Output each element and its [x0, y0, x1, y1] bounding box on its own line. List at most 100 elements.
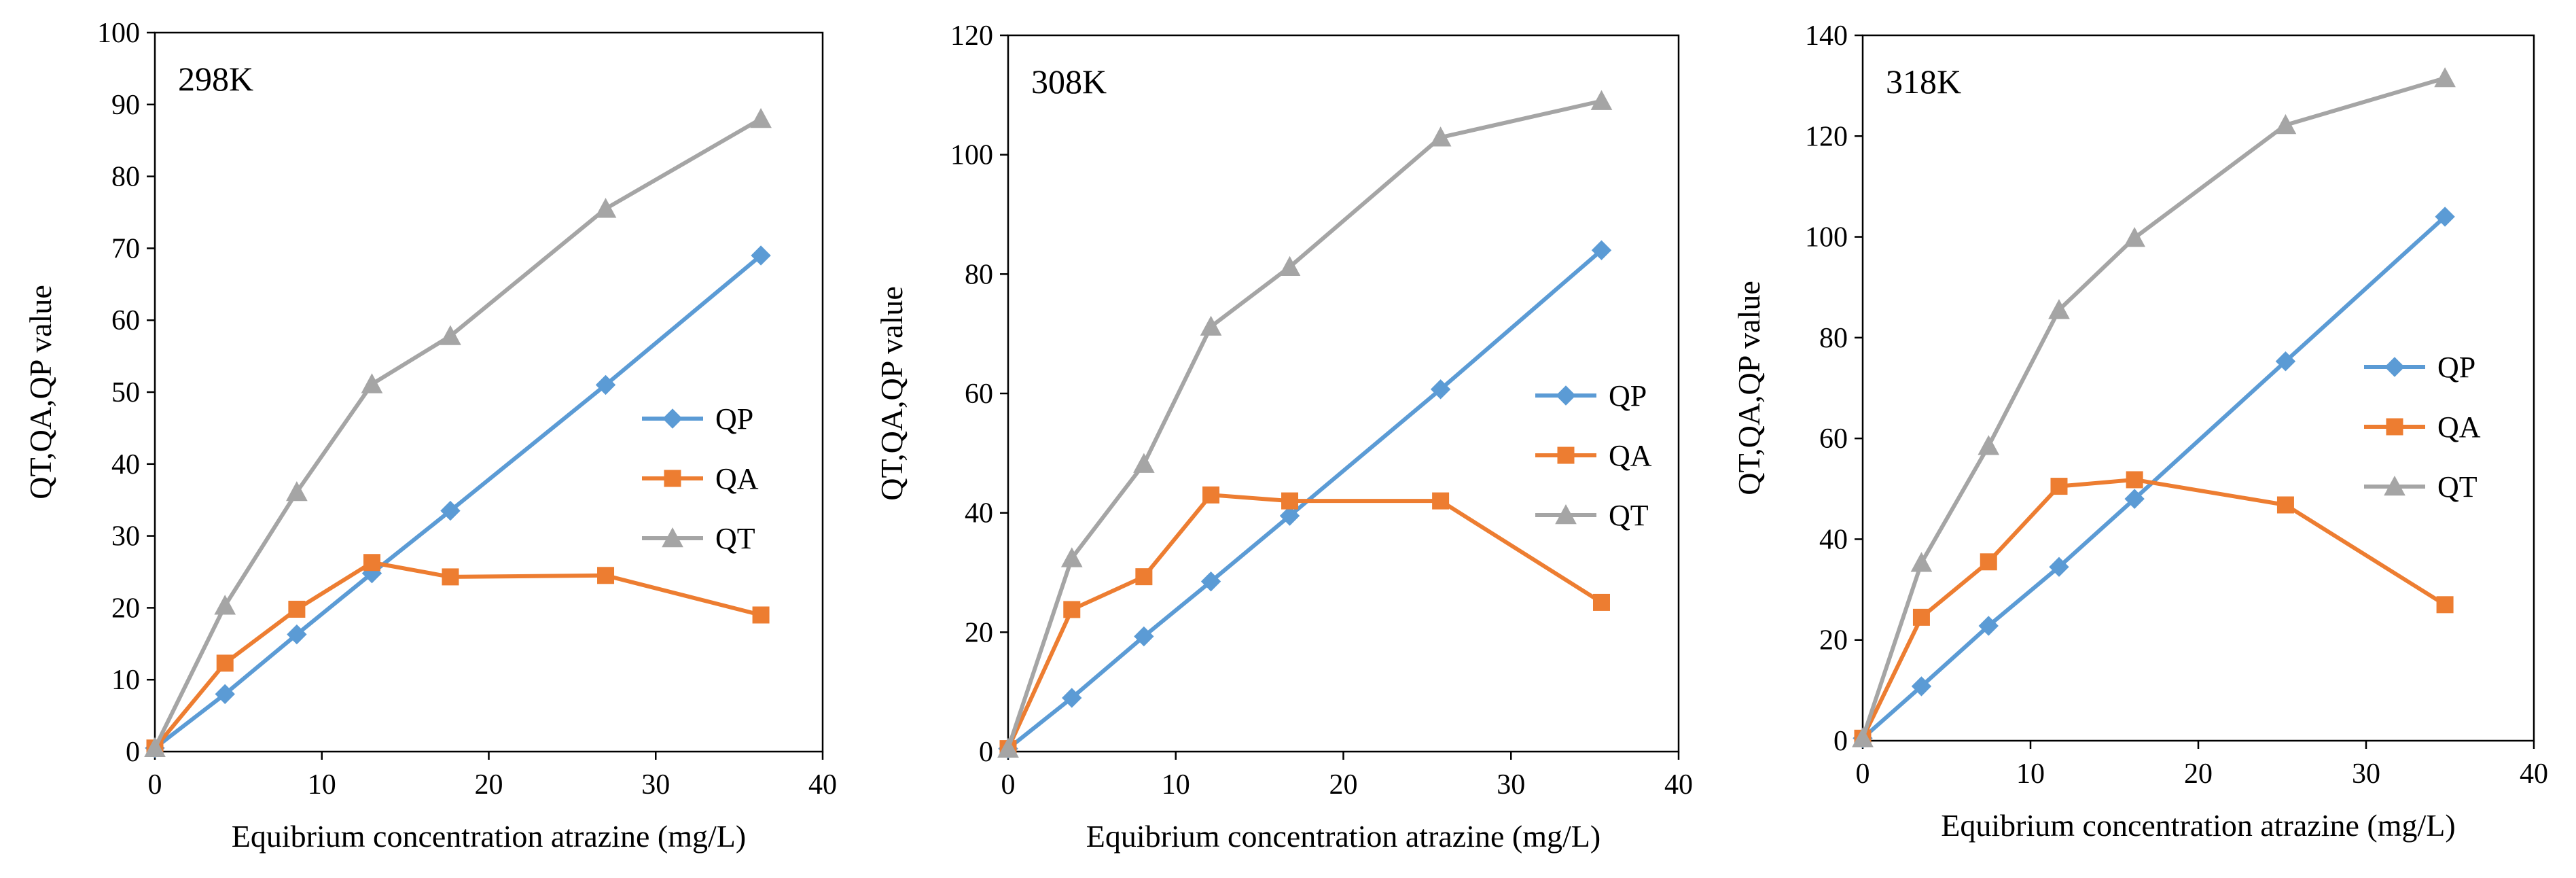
- x-tick-label: 10: [308, 769, 336, 801]
- y-tick-label: 20: [1819, 625, 1848, 656]
- temperature-label: 308K: [1031, 63, 1107, 101]
- legend-marker: [662, 527, 683, 548]
- y-tick-label: 60: [1819, 423, 1848, 455]
- series-line-QA: [1006, 493, 1603, 750]
- data-point-QP: [1911, 676, 1932, 697]
- legend-entry-QP: QP: [2364, 351, 2475, 384]
- data-point-QT: [440, 325, 461, 345]
- data-point-QT: [2048, 299, 2070, 319]
- y-tick-label: 80: [111, 162, 140, 193]
- y-tick-label: 60: [965, 379, 993, 410]
- legend-marker: [2386, 418, 2403, 436]
- series-QP: [1853, 207, 2455, 748]
- x-axis-title: Equibrium concentration atrazine (mg/L): [1941, 808, 2455, 843]
- x-tick-label: 0: [1001, 769, 1016, 801]
- data-point-QP: [1430, 379, 1451, 400]
- series-QP: [145, 245, 771, 758]
- x-tick-label: 10: [1162, 769, 1190, 801]
- legend-entry-QA: QA: [1535, 439, 1652, 472]
- series-QT: [997, 90, 1613, 758]
- legend-marker: [2384, 357, 2405, 377]
- y-axis-title: QT,QA,QP value: [1732, 281, 1766, 495]
- data-point-QA: [1202, 486, 1220, 504]
- legend-entry-QA: QA: [2364, 410, 2481, 444]
- data-point-QT: [1852, 727, 1874, 748]
- x-tick-label: 0: [1856, 758, 1870, 790]
- x-tick-label: 20: [2184, 758, 2213, 790]
- y-tick-label: 0: [126, 737, 140, 768]
- x-tick-label: 10: [2016, 758, 2045, 790]
- data-point-QT: [286, 481, 308, 502]
- y-tick-label: 100: [1805, 222, 1848, 253]
- y-tick-label: 70: [111, 233, 140, 264]
- data-point-QT: [750, 107, 772, 128]
- legend-label: QT: [2437, 470, 2477, 504]
- series-line-QA: [1861, 477, 2446, 739]
- y-tick-label: 10: [111, 665, 140, 696]
- x-tick-label: 30: [2352, 758, 2380, 790]
- data-point-QT: [214, 595, 236, 615]
- data-point-QA: [1135, 568, 1153, 586]
- y-axis-title: QT,QA,QP value: [874, 286, 909, 501]
- data-point-QP: [1279, 506, 1300, 526]
- data-point-QT: [1910, 552, 1933, 572]
- data-point-QT: [1060, 547, 1083, 567]
- legend-marker: [1557, 446, 1575, 464]
- chart-panel-318K: 0 20 40 60 80 100 120 140 0 10 20 30 40 Equibrium con…: [1732, 20, 2548, 843]
- data-point-QA: [1912, 608, 1930, 626]
- legend-marker: [1555, 504, 1577, 525]
- x-tick-label: 20: [475, 769, 503, 801]
- data-point-QT: [1133, 453, 1155, 473]
- chart-panel-298K: 0 10 20 30 40 50 60 70 80 90 100 0 10 20 30 40 Equibrium…: [23, 18, 837, 854]
- data-point-QA: [1281, 492, 1299, 510]
- data-point-QA: [2436, 596, 2454, 614]
- data-point-QA: [1063, 601, 1081, 618]
- data-point-QP: [1134, 626, 1154, 647]
- legend-entry-QA: QA: [642, 462, 759, 495]
- data-point-QT: [2274, 113, 2297, 135]
- y-tick-label: 100: [97, 18, 140, 49]
- data-point-QT: [1590, 90, 1613, 110]
- legend-label: QT: [715, 522, 755, 555]
- data-point-QP: [2124, 489, 2145, 509]
- legend-label: QA: [1609, 439, 1652, 472]
- series-QA: [1854, 471, 2454, 747]
- data-point-QA: [1980, 553, 1997, 571]
- series-line-QT: [1006, 99, 1603, 750]
- x-tick-label: 40: [2520, 758, 2548, 790]
- legend-marker: [662, 408, 683, 429]
- series-QT: [1852, 67, 2456, 748]
- y-tick-label: 120: [950, 20, 993, 52]
- data-point-QP: [2049, 557, 2069, 577]
- legend-entry-QT: QT: [642, 522, 755, 555]
- y-tick-label: 90: [111, 90, 140, 121]
- data-point-QA: [442, 568, 459, 586]
- legend-entry-QP: QP: [1535, 379, 1647, 412]
- data-point-QT: [361, 373, 383, 393]
- data-point-QP: [1200, 571, 1221, 592]
- legend-label: QP: [2437, 351, 2475, 384]
- temperature-label: 298K: [178, 60, 253, 98]
- data-point-QP: [2275, 351, 2296, 372]
- legend-entry-QP: QP: [642, 402, 753, 436]
- y-tick-label: 100: [950, 140, 993, 171]
- data-point-QA: [1592, 593, 1610, 611]
- data-point-QT: [997, 737, 1019, 758]
- data-point-QA: [2276, 496, 2294, 514]
- data-point-QT: [1200, 315, 1222, 336]
- data-point-QT: [2434, 67, 2456, 88]
- y-tick-label: 140: [1805, 20, 1848, 52]
- plot-area-frame: [1861, 34, 2535, 742]
- x-axis-title: Equibrium concentration atrazine (mg/L): [232, 819, 746, 854]
- data-point-QA: [597, 567, 615, 584]
- legend-label: QP: [715, 402, 753, 436]
- y-tick-label: 40: [1819, 524, 1848, 555]
- x-tick-label: 30: [641, 769, 670, 801]
- data-point-QP: [1978, 616, 1999, 636]
- legend-label: QA: [2437, 410, 2481, 444]
- data-point-QP: [287, 624, 307, 645]
- data-point-QP: [2435, 207, 2455, 227]
- data-point-QA: [2050, 478, 2068, 495]
- y-tick-label: 0: [979, 737, 993, 768]
